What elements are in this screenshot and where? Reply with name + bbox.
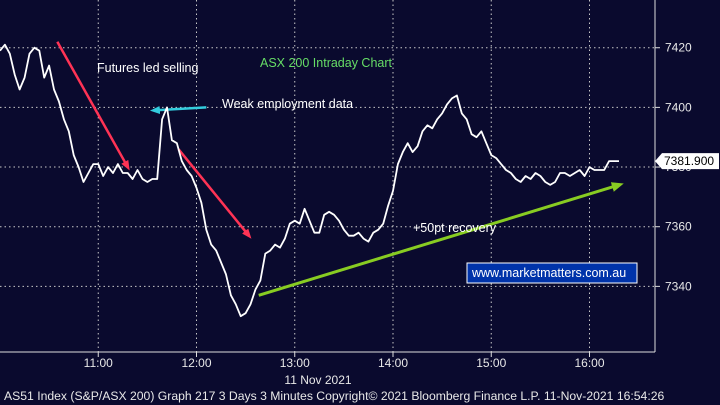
date-label: 11 Nov 2021 <box>284 373 351 387</box>
arrows <box>56 41 624 297</box>
x-tick-label: 11:00 <box>84 356 113 370</box>
last-value-label: 7381.900 <box>664 154 714 168</box>
x-tick-label: 13:00 <box>280 356 310 370</box>
annotation-arrow <box>258 182 624 297</box>
annotations: Futures led selling Weak employment data +… <box>97 61 638 284</box>
x-tick-label: 16:00 <box>574 356 604 370</box>
grid <box>0 0 655 352</box>
x-tick-label: 15:00 <box>476 356 506 370</box>
y-tick-label: 7400 <box>665 100 692 114</box>
x-tick-label: 12:00 <box>181 356 211 370</box>
annotation-label: +50pt recovery <box>413 221 497 235</box>
footer-copyright: AS51 Index (S&P/ASX 200) Graph 217 3 Day… <box>4 389 665 403</box>
y-tick-label: 7360 <box>665 220 692 234</box>
website-label: www.marketmatters.com.au <box>471 266 626 280</box>
annotation-label: Weak employment data <box>222 97 353 111</box>
axes: 11:00 12:00 13:00 14:00 15:00 16:00 7340 7360 73… <box>0 0 719 370</box>
annotation-arrow <box>177 148 252 239</box>
series-line <box>0 43 619 318</box>
website-box <box>466 262 638 284</box>
annotation-arrow <box>149 106 207 115</box>
last-value-marker: 7381.900 <box>655 153 719 170</box>
plot-background <box>0 0 655 352</box>
chart-title: ASX 200 Intraday Chart <box>260 56 393 70</box>
y-tick-label: 7420 <box>665 41 692 55</box>
y-tick-label: 7340 <box>665 279 692 293</box>
x-tick-label: 14:00 <box>378 356 408 370</box>
series <box>0 43 619 318</box>
annotation-label: Futures led selling <box>97 61 198 75</box>
last-value-box <box>655 153 719 170</box>
annotation-arrow <box>56 41 130 171</box>
